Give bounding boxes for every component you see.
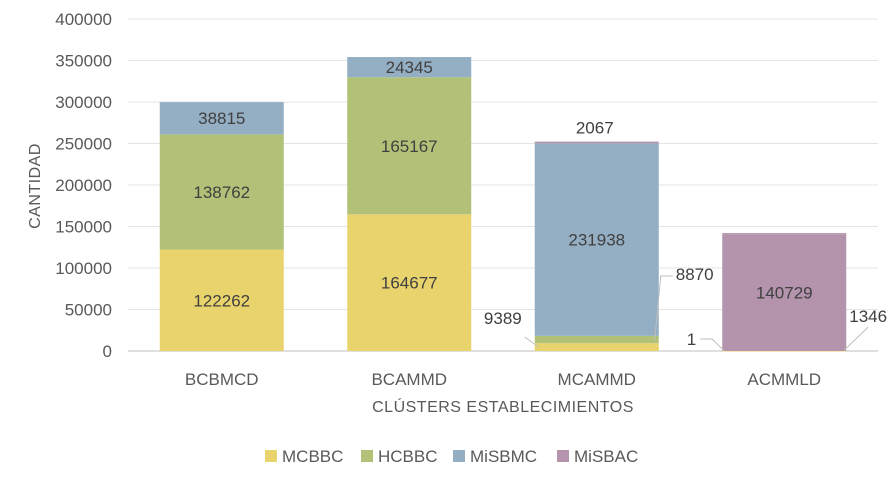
y-tick-label: 50000 [65,301,112,320]
data-label: 9389 [484,309,522,328]
bar-segment [534,343,659,351]
legend: MCBBC HCBBC MiSBMC MiSBAC [265,447,638,466]
legend-label: MiSBAC [574,447,638,466]
y-tick-label: 300000 [55,93,112,112]
y-tick-label: 200000 [55,176,112,195]
bars [159,57,847,352]
y-axis-ticks: 0 50000 100000 150000 200000 250000 300000 3500… [55,10,112,361]
x-category-label: MCAMMD [558,370,636,389]
y-tick-label: 400000 [55,10,112,29]
bar-segment [347,57,472,78]
x-category-label: ACMMLD [747,370,821,389]
y-tick-label: 350000 [55,52,112,71]
legend-swatch [453,450,465,462]
bar-segment [347,214,472,351]
y-tick-label: 250000 [55,135,112,154]
bar-segment [722,234,847,351]
x-axis-categories: BCBMCD BCAMMD MCAMMD ACMMLD [185,370,821,389]
legend-swatch [361,450,373,462]
data-label: 2067 [576,119,614,138]
x-category-label: BCBMCD [185,370,259,389]
data-label: 138762 [193,183,250,202]
data-label: 8870 [676,265,714,284]
data-labels: 122262 138762 38815 164677 165167 24345 9389 88… [193,58,887,349]
legend-label: MCBBC [282,447,343,466]
bar-segment [159,134,284,250]
legend-swatch [265,450,277,462]
data-label: 122262 [193,291,250,310]
leader-line [654,275,673,340]
data-label: 1 [687,330,696,349]
y-tick-label: 100000 [55,259,112,278]
bar-segment [159,249,284,351]
y-tick-label: 0 [103,342,112,361]
data-label: 140729 [756,284,813,303]
legend-label: MiSBMC [470,447,537,466]
y-tick-label: 150000 [55,218,112,237]
leader-line [524,336,540,348]
leader-line [700,338,725,352]
data-label: 38815 [198,109,245,128]
data-label: 24345 [386,58,433,77]
leader-lines [524,275,869,352]
bar-segment [159,102,284,135]
data-label: 164677 [381,274,438,293]
data-label: 165167 [381,137,438,156]
y-axis-title: CANTIDAD [27,143,44,229]
leader-line [843,326,869,351]
bar-segment [534,143,659,336]
bar-segment [722,233,847,235]
legend-swatch [557,450,569,462]
bar-segment [534,141,659,144]
data-label: 1346 [849,307,887,326]
bar-segment [347,77,472,215]
bar-segment [534,335,659,344]
data-label: 231938 [568,231,625,250]
x-axis-title: CLÚSTERS ESTABLECIMIENTOS [372,397,634,416]
legend-label: HCBBC [378,447,438,466]
x-category-label: BCAMMD [371,370,447,389]
bar-segment [722,350,847,352]
